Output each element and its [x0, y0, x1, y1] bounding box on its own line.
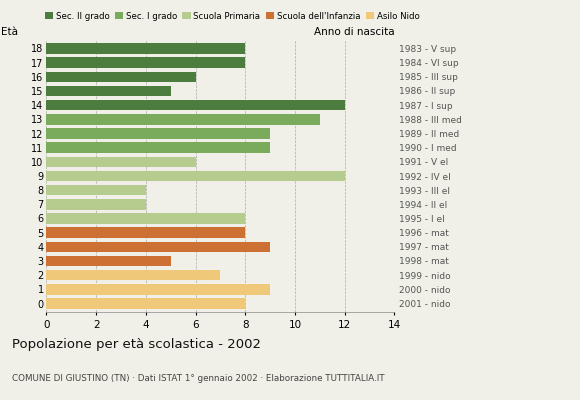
Bar — [46, 171, 345, 181]
Bar — [46, 156, 195, 167]
Bar — [46, 114, 320, 125]
Bar — [46, 284, 270, 295]
Bar — [46, 213, 245, 224]
Bar — [46, 57, 245, 68]
Bar — [46, 298, 245, 309]
Legend: Sec. II grado, Sec. I grado, Scuola Primaria, Scuola dell'Infanzia, Asilo Nido: Sec. II grado, Sec. I grado, Scuola Prim… — [41, 8, 423, 24]
Bar — [46, 227, 245, 238]
Text: Popolazione per età scolastica - 2002: Popolazione per età scolastica - 2002 — [12, 338, 260, 351]
Bar — [46, 43, 245, 54]
Text: Anno di nascita: Anno di nascita — [314, 27, 394, 37]
Bar — [46, 242, 270, 252]
Text: Età: Età — [1, 27, 18, 37]
Bar — [46, 185, 146, 196]
Bar — [46, 256, 171, 266]
Bar — [46, 199, 146, 210]
Bar — [46, 86, 171, 96]
Text: COMUNE DI GIUSTINO (TN) · Dati ISTAT 1° gennaio 2002 · Elaborazione TUTTITALIA.I: COMUNE DI GIUSTINO (TN) · Dati ISTAT 1° … — [12, 374, 384, 383]
Bar — [46, 100, 345, 110]
Bar — [46, 72, 195, 82]
Bar — [46, 142, 270, 153]
Bar — [46, 128, 270, 139]
Bar — [46, 270, 220, 280]
